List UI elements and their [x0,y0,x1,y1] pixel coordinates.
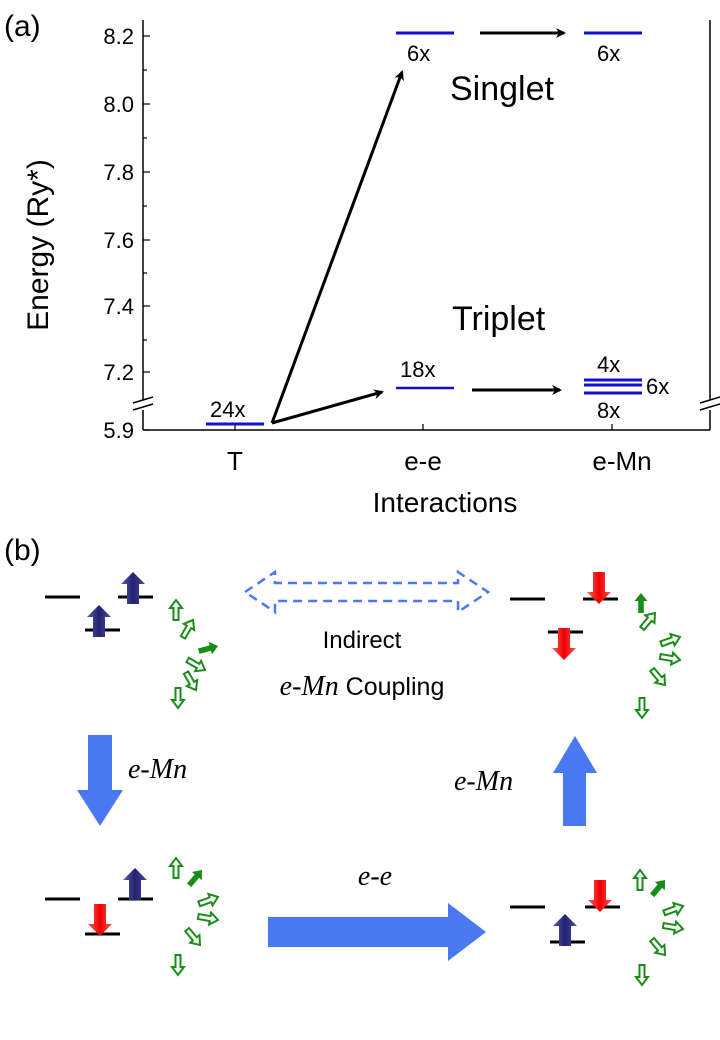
mn-spins [633,869,687,986]
y-tick-label: 7.2 [103,360,134,385]
transition-arrows [270,28,566,425]
label-24x: 24x [210,397,245,422]
triplet-label: Triplet [452,300,546,338]
emn-up-arrow [553,736,597,826]
y-ticks [143,35,150,431]
y-tick-labels: 8.2 8.0 7.8 7.6 7.4 7.2 5.9 [103,24,134,443]
mn-spins [169,599,220,709]
indirect-coupling-arrow [242,569,491,615]
x-axis-label: Interactions [373,487,518,518]
ee-right-arrow [268,903,486,961]
state-bottom-left [45,857,222,976]
y-axis-label: Energy (Ry*) [22,159,55,331]
y-tick-label: 7.6 [103,228,134,253]
label-6x: 6x [407,41,430,66]
y-tick-label: 8.2 [103,24,134,49]
panel-a-label: (a) [4,10,41,43]
panel-b: (b) [4,534,687,986]
y-tick-label: 7.8 [103,160,134,185]
state-bottom-right [510,869,687,986]
spin-down-arrow [88,904,112,936]
emn-right-label: e-Mn [454,766,513,797]
y-tick-label: 8.0 [103,92,134,117]
spin-up-arrow [121,572,145,604]
label-4x: 4x [597,352,620,377]
arrow-t-to-triplet [271,389,384,425]
x-tick-label: T [227,446,243,476]
mn-spins [169,857,222,976]
x-tick-labels: T e-e e-Mn [227,446,652,476]
emn-down-arrow [77,735,123,826]
label-6x: 6x [646,374,669,399]
ee-label: e-e [358,861,392,892]
x-ticks [234,424,613,430]
x-tick-label: e-Mn [592,446,651,476]
label-18x: 18x [400,357,435,382]
y-tick-label: 5.9 [103,418,134,443]
x-tick-label: e-e [404,446,442,476]
plot-frame [132,20,720,431]
energy-levels [206,31,642,426]
panel-b-label: (b) [4,534,41,567]
indirect-label-line1: Indirect [323,627,402,654]
state-top-left [45,572,220,709]
label-8x: 8x [597,398,620,423]
label-6x: 6x [597,41,620,66]
arrow-t-to-singlet [270,70,404,424]
singlet-label: Singlet [450,70,555,108]
panel-a: (a) 8.2 [4,10,720,518]
emn-left-label: e-Mn [128,754,187,785]
degeneracy-labels: 24x 6x 18x 6x 4x 6x 8x [210,41,669,423]
y-tick-label: 7.4 [103,294,134,319]
spin-up-arrow [87,605,111,637]
indirect-label-line2: e-Mn Coupling [280,671,445,702]
state-top-right [510,572,684,719]
spin-up-arrow [123,868,147,900]
mn-spins [634,593,684,719]
